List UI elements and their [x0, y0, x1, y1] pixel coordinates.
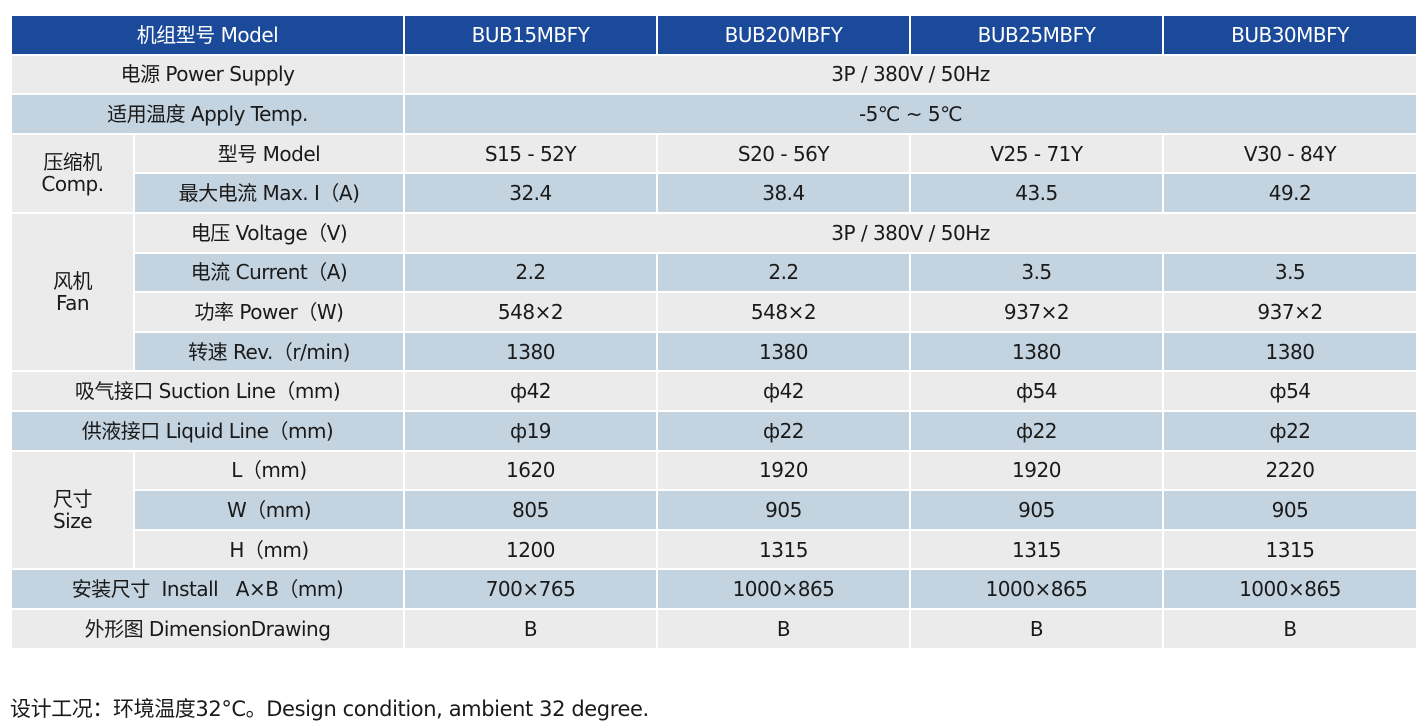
table-cell: 1920 [656, 449, 911, 492]
row-label: 型号 Model [133, 132, 405, 175]
model-header-cell: BUB25MBFY [909, 14, 1164, 56]
table-cell: 1000×865 [656, 568, 911, 610]
table-cell: 43.5 [909, 172, 1164, 214]
table-cell: B [909, 607, 1164, 650]
table-cell: 1380 [403, 330, 658, 373]
power-supply-row: 电源 Power Supply 3P / 380V / 50Hz [10, 53, 1418, 96]
fan-group-label: 风机 Fan [10, 211, 135, 373]
apply-temp-value: -5℃ ~ 5℃ [403, 93, 1418, 135]
table-cell: 905 [909, 489, 1164, 531]
table-cell: 548×2 [656, 291, 911, 333]
compressor-group-label: 压缩机 Comp. [10, 132, 135, 214]
table-cell: ф42 [403, 370, 658, 412]
table-cell: 2.2 [403, 251, 658, 294]
table-cell: V25 - 71Y [909, 132, 1164, 175]
table-cell: 32.4 [403, 172, 658, 214]
row-label: 最大电流 Max. I（A) [133, 172, 405, 214]
size-w-row: W（mm) 805 905 905 905 [11, 489, 1418, 531]
table-cell: 1315 [656, 528, 911, 571]
table-cell: 905 [1162, 489, 1418, 531]
table-cell: 3.5 [909, 251, 1164, 294]
table-cell: 2.2 [656, 251, 911, 294]
group-cn: 尺寸 [53, 486, 93, 511]
group-cn: 压缩机 [43, 150, 102, 175]
model-header-label: 机组型号 Model [10, 14, 405, 56]
drawing-row: 外形图 DimensionDrawing B B B B [10, 607, 1418, 650]
header-row: 机组型号 Model BUB15MBFY BUB20MBFY BUB25MBFY… [10, 14, 1418, 56]
table-cell: 1000×865 [1162, 568, 1418, 610]
row-label: H（mm) [133, 528, 405, 571]
fan-current-row: 电流 Current（A) 2.2 2.2 3.5 3.5 [11, 251, 1418, 294]
table-cell: 1380 [909, 330, 1164, 373]
table-cell: B [656, 607, 911, 650]
table-cell: 700×765 [403, 568, 658, 610]
table-cell: 2220 [1162, 449, 1418, 492]
table-cell: 1315 [909, 528, 1164, 571]
table-cell: V30 - 84Y [1162, 132, 1418, 175]
table-cell: 1920 [909, 449, 1164, 492]
group-en: Fan [55, 291, 90, 316]
table-cell: 805 [403, 489, 658, 531]
row-label: 转速 Rev.（r/min) [133, 330, 405, 373]
model-header-cell: BUB20MBFY [656, 14, 911, 56]
fan-voltage-row: 风机 Fan 电压 Voltage（V) 3P / 380V / 50Hz [10, 211, 1418, 373]
table-cell: 1620 [403, 449, 658, 492]
suction-line-row: 吸气接口 Suction Line（mm) ф42 ф42 ф54 ф54 [10, 370, 1418, 412]
row-label: 电源 Power Supply [10, 53, 405, 96]
power-supply-value: 3P / 380V / 50Hz [403, 53, 1418, 96]
liquid-line-row: 供液接口 Liquid Line（mm) ф19 ф22 ф22 ф22 [10, 409, 1418, 452]
table-cell: ф42 [656, 370, 911, 412]
table-cell: 548×2 [403, 291, 658, 333]
model-header-cell: BUB30MBFY [1162, 14, 1418, 56]
apply-temp-row: 适用温度 Apply Temp. -5℃ ~ 5℃ [10, 93, 1418, 135]
row-label: W（mm) [133, 489, 405, 531]
install-row: 安装尺寸 Install A×B（mm) 700×765 1000×865 10… [10, 568, 1418, 610]
table-cell: 1380 [1162, 330, 1418, 373]
table-cell: 1315 [1162, 528, 1418, 571]
table-cell: ф22 [656, 409, 911, 452]
size-group-label: 尺寸 Size [10, 449, 135, 571]
table-cell: ф22 [909, 409, 1164, 452]
row-label: 电流 Current（A) [133, 251, 405, 294]
group-en: Size [52, 508, 93, 533]
table-cell: 937×2 [1162, 291, 1418, 333]
compressor-model-row: 压缩机 Comp. 型号 Model S15 - 52Y S20 - 56Y V… [10, 132, 1418, 214]
table-cell: B [403, 607, 658, 650]
fan-power-row: 功率 Power（W) 548×2 548×2 937×2 937×2 [11, 291, 1418, 333]
size-h-row: H（mm) 1200 1315 1315 1315 [11, 528, 1418, 571]
fan-voltage-value: 3P / 380V / 50Hz [403, 211, 1418, 254]
row-label: 外形图 DimensionDrawing [10, 607, 405, 650]
fan-rev-row: 转速 Rev.（r/min) 1380 1380 1380 1380 [11, 330, 1418, 373]
row-label: 吸气接口 Suction Line（mm) [10, 370, 405, 412]
table-cell: 49.2 [1162, 172, 1418, 214]
compressor-current-row: 最大电流 Max. I（A) 32.4 38.4 43.5 49.2 [11, 172, 1418, 214]
model-header-cell: BUB15MBFY [403, 14, 658, 56]
group-cn: 风机 [53, 269, 93, 294]
table-cell: 937×2 [909, 291, 1164, 333]
table-cell: ф19 [403, 409, 658, 452]
group-en: Comp. [41, 172, 104, 197]
table-cell: ф22 [1162, 409, 1418, 452]
row-label: 供液接口 Liquid Line（mm) [10, 409, 405, 452]
table-cell: 905 [656, 489, 911, 531]
table-cell: B [1162, 607, 1418, 650]
table-cell: 1000×865 [909, 568, 1164, 610]
table-cell: 3.5 [1162, 251, 1418, 294]
size-l-row: 尺寸 Size L（mm) 1620 1920 1920 2220 [10, 449, 1418, 571]
row-label: 电压 Voltage（V) [133, 211, 405, 254]
table-cell: 1200 [403, 528, 658, 571]
table-cell: 1380 [656, 330, 911, 373]
row-label: L（mm) [133, 449, 405, 492]
spec-table: 机组型号 Model BUB15MBFY BUB20MBFY BUB25MBFY… [10, 14, 1418, 650]
table-cell: 38.4 [656, 172, 911, 214]
footnote: 设计工况：环境温度32°C。Design condition, ambient … [10, 697, 649, 721]
row-label: 功率 Power（W) [133, 291, 405, 333]
table-cell: S20 - 56Y [656, 132, 911, 175]
table-cell: S15 - 52Y [403, 132, 658, 175]
row-label: 安装尺寸 Install A×B（mm) [10, 568, 405, 610]
row-label: 适用温度 Apply Temp. [10, 93, 405, 135]
table-cell: ф54 [1162, 370, 1418, 412]
table-cell: ф54 [909, 370, 1164, 412]
